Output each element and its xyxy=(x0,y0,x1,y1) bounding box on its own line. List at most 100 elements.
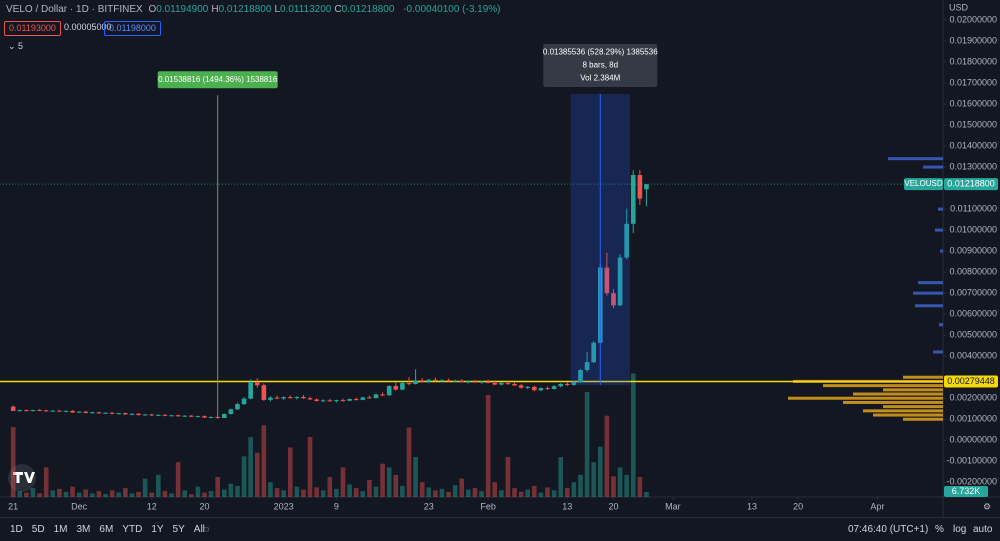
volume-bar xyxy=(90,493,95,497)
hline-label: 0.00279448 xyxy=(947,376,995,386)
range-button[interactable]: 3M xyxy=(76,524,91,535)
volume-bar xyxy=(195,486,201,497)
candle-body xyxy=(261,385,267,400)
candle-body xyxy=(156,414,161,416)
symbol[interactable]: VELO / Dollar · 1D · BITFINEX xyxy=(6,4,143,15)
volume-bar xyxy=(505,457,511,497)
settings-icon[interactable]: ⚙ xyxy=(983,501,991,511)
hline-label-bg xyxy=(944,375,998,388)
candle-body xyxy=(406,383,412,385)
volume-profile-bar xyxy=(903,375,943,379)
measure-label-bg xyxy=(543,43,658,87)
candle-body xyxy=(413,380,418,384)
volume-bar xyxy=(439,488,445,497)
candle-body xyxy=(50,410,56,412)
ohlc-key: O xyxy=(148,4,157,15)
range-button[interactable]: 1D xyxy=(10,524,23,535)
candle-body xyxy=(70,410,75,413)
volume-bar xyxy=(188,494,194,497)
range-button[interactable]: 1M xyxy=(53,524,68,535)
candle-body xyxy=(103,412,108,414)
symbol-label-bg xyxy=(904,178,943,191)
range-button[interactable]: 5D xyxy=(31,524,45,535)
candle-body xyxy=(149,414,155,416)
range-button[interactable]: YTD xyxy=(122,524,143,535)
candle-body xyxy=(512,383,517,386)
volume-bar xyxy=(551,490,557,497)
volume-bar xyxy=(446,491,451,497)
candle-body xyxy=(109,412,115,414)
volume-bar xyxy=(314,487,319,497)
candle-body xyxy=(202,416,207,418)
volume-bar xyxy=(320,490,326,497)
spread: 0.00005000 xyxy=(64,22,112,32)
y-tick-label: 0.01300000 xyxy=(949,161,997,171)
candle-body xyxy=(472,381,478,383)
volume-bar xyxy=(347,484,352,497)
range-button[interactable]: 5Y xyxy=(172,524,185,535)
y-tick-label: 0.00400000 xyxy=(949,351,997,361)
volume-profile-bar xyxy=(913,291,943,295)
indicators-toggle[interactable]: ⌄ 5 xyxy=(8,41,24,51)
volume-bar xyxy=(485,394,491,497)
volume-profile-bar xyxy=(939,323,943,327)
volume-bar xyxy=(63,491,69,497)
volume-profile-bar xyxy=(933,350,943,354)
volume-profile-bar xyxy=(938,207,943,211)
volume-bar xyxy=(360,491,366,497)
candle-body xyxy=(525,386,531,388)
tv-logo xyxy=(8,464,36,492)
range-button[interactable]: All xyxy=(193,524,205,535)
volume-bar xyxy=(149,492,155,497)
x-tick-label: Dec xyxy=(71,501,88,511)
y-tick-label: 0.00800000 xyxy=(949,267,997,277)
candle-body xyxy=(281,397,286,399)
candle-body xyxy=(37,409,42,411)
candle-body xyxy=(630,175,636,224)
ohlc-value: 0.01218800 xyxy=(218,4,272,15)
log-toggle[interactable]: log xyxy=(953,524,967,535)
candle-body xyxy=(644,184,649,190)
volume-bar xyxy=(261,425,267,497)
percent-toggle[interactable]: % xyxy=(935,524,944,535)
volume-bar xyxy=(597,446,603,497)
volume-bar xyxy=(571,482,577,497)
range-button[interactable]: 1Y xyxy=(151,524,164,535)
y-tick-label: 0.01700000 xyxy=(949,77,997,87)
x-tick-label: 20 xyxy=(608,501,618,511)
volume-profile-bar xyxy=(788,396,943,400)
sell-button[interactable]: 0.01193000 xyxy=(4,21,61,36)
measure-label: 0.01538816 (1494.36%) 1538816 xyxy=(158,75,278,84)
measure-label: 8 bars, 8d xyxy=(582,61,618,70)
date-range-icon[interactable]: ▭ xyxy=(200,524,210,535)
y-tick-label: 0.01800000 xyxy=(949,56,997,66)
volume-profile-bar xyxy=(853,392,943,396)
candle-body xyxy=(221,413,227,418)
y-tick-label: -0.00200000 xyxy=(946,477,997,487)
volume-bar xyxy=(591,462,596,497)
currency[interactable]: USD xyxy=(949,2,969,12)
volume-bar xyxy=(564,488,570,497)
candle-body xyxy=(301,396,306,399)
volume-bar xyxy=(459,478,465,497)
candle-body xyxy=(426,379,432,382)
volume-bar xyxy=(136,491,141,497)
buy-button[interactable]: 0.01198000 xyxy=(104,21,161,36)
candle-body xyxy=(334,400,339,402)
ohlc-key: C xyxy=(334,4,342,15)
last-price-label: 0.01218800 xyxy=(947,179,995,189)
y-tick-label: 0.00100000 xyxy=(949,414,997,424)
range-button[interactable]: 6M xyxy=(99,524,114,535)
candle-body xyxy=(136,413,141,416)
volume-bar xyxy=(558,457,564,497)
volume-bar xyxy=(386,467,392,497)
volume-bar xyxy=(373,486,379,497)
y-tick-label: 0.01000000 xyxy=(949,224,997,234)
volume-bar xyxy=(109,490,115,497)
ohlc-value: 0.01113200 xyxy=(280,4,332,15)
candle-body xyxy=(83,411,89,413)
auto-toggle[interactable]: auto xyxy=(973,524,993,535)
candle-body xyxy=(294,396,300,399)
volume-bar xyxy=(367,479,372,497)
